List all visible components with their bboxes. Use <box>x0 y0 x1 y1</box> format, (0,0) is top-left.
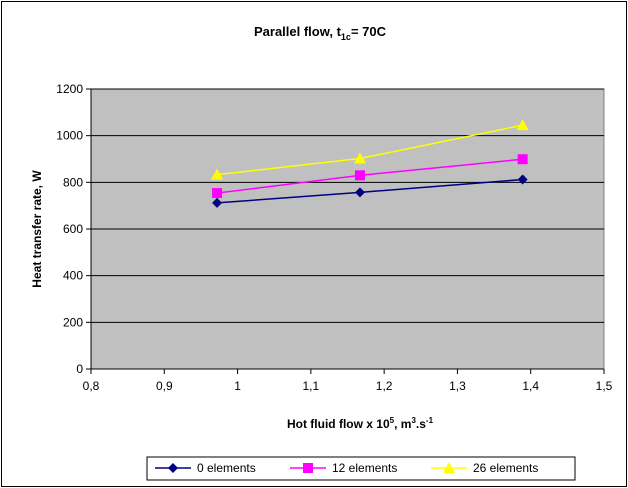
x-tick-label: 1,1 <box>303 379 320 393</box>
y-tick-label: 600 <box>63 222 83 236</box>
x-tick-labels: 0,8 0,9 1 1,1 1,2 1,3 1,4 1,5 <box>83 379 613 393</box>
x-tick-label: 0,8 <box>83 379 100 393</box>
legend-marker <box>303 463 313 473</box>
x-tick-label: 1,2 <box>376 379 393 393</box>
data-point <box>353 152 366 164</box>
y-tick-label: 1000 <box>56 129 83 143</box>
gridlines <box>86 88 605 374</box>
data-point <box>517 154 528 165</box>
legend-marker <box>168 463 178 473</box>
x-tick-label: 1 <box>234 379 241 393</box>
data-point <box>212 188 223 199</box>
chart-title: Parallel flow, t1c= 70C <box>254 24 387 42</box>
y-tick-label: 800 <box>63 175 83 189</box>
y-tick-label: 200 <box>63 315 83 329</box>
y-tick-labels: 0 200 400 600 800 1000 1200 <box>56 82 83 376</box>
legend-label: 26 elements <box>473 461 538 475</box>
legend-box <box>146 456 576 481</box>
data-point <box>211 168 224 180</box>
x-tick-label: 1,3 <box>449 379 466 393</box>
data-point <box>516 119 529 131</box>
data-point <box>354 170 365 181</box>
data-point <box>517 174 528 185</box>
y-tick-label: 0 <box>76 362 83 376</box>
x-tick-label: 1,4 <box>522 379 539 393</box>
legend-label: 12 elements <box>332 461 397 475</box>
x-tick-label: 1,5 <box>596 379 613 393</box>
axes <box>90 89 604 370</box>
series-2 <box>211 119 529 180</box>
series-layer <box>211 119 529 208</box>
series-0 <box>212 174 528 208</box>
data-point <box>212 197 223 208</box>
data-point <box>354 187 365 198</box>
x-tick-label: 0,9 <box>156 379 173 393</box>
y-tick-label: 400 <box>63 269 83 283</box>
y-axis-title: Heat transfer rate, W <box>30 170 44 288</box>
series-1 <box>212 154 528 199</box>
y-tick-label: 1200 <box>56 82 83 96</box>
legend-marker <box>443 462 455 473</box>
legend: 0 elements 12 elements 26 elements <box>146 456 576 481</box>
legend-label: 0 elements <box>197 461 256 475</box>
x-axis-title: Hot fluid flow x 105, m3.s-1 <box>287 416 434 431</box>
